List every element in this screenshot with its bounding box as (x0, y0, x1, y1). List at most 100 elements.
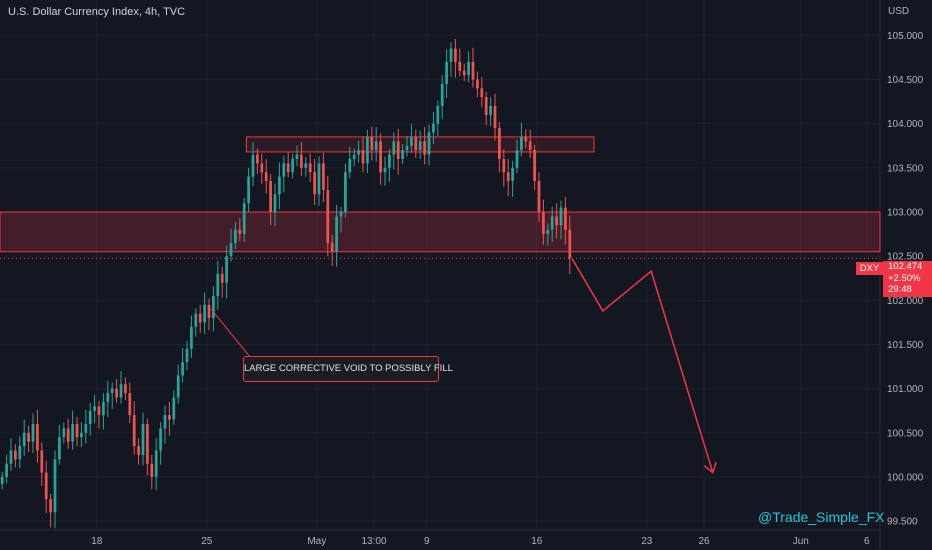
x-tick-label: 25 (201, 536, 213, 547)
candle-body (194, 313, 198, 327)
candle-body (132, 415, 136, 447)
candle-body (36, 424, 39, 451)
candle-body (27, 432, 30, 442)
candle-body (467, 61, 470, 76)
candle-body (203, 304, 206, 323)
candle-body (216, 273, 220, 296)
candle-body (361, 150, 365, 164)
candle-body (128, 393, 132, 416)
candle-body (506, 172, 510, 182)
candle-body (53, 459, 57, 513)
candle-body (502, 159, 506, 173)
candle-body (124, 384, 127, 394)
y-tick-label: 104.500 (887, 75, 924, 86)
candle-body (308, 163, 312, 173)
x-tick-label: 18 (91, 536, 103, 547)
candle-body (84, 424, 88, 433)
candle-body (238, 229, 242, 235)
x-tick-label: Jun (793, 536, 809, 547)
y-tick-label: 102.000 (887, 296, 924, 307)
candle-body (484, 97, 488, 115)
annotation-callout[interactable]: LARGE CORRECTIVE VOID TO POSSIBLY FILL (243, 356, 453, 382)
candle-body (0, 477, 4, 485)
candle-body (537, 181, 541, 212)
candle-body (97, 406, 101, 416)
candle-body (418, 141, 422, 151)
candle-body (374, 141, 378, 151)
x-tick-label: 23 (641, 536, 653, 547)
currency-label: USD (888, 6, 910, 17)
candle-body (564, 207, 567, 230)
x-tick-label: 9 (424, 536, 430, 547)
candle-body (106, 393, 110, 402)
candle-body (454, 48, 457, 62)
candle-body (379, 141, 382, 173)
x-tick-label: 26 (698, 536, 710, 547)
x-tick-label: 13:00 (361, 536, 386, 547)
candle-body (234, 229, 237, 243)
candle-body (119, 384, 123, 398)
candle-body (462, 70, 466, 76)
candle-body (282, 163, 286, 177)
candle-body (207, 304, 211, 318)
candle-body (176, 375, 180, 398)
candle-body (335, 216, 338, 252)
candle-body (5, 463, 8, 477)
candle-body (520, 136, 523, 151)
candle-body (410, 136, 413, 146)
candle-body (542, 212, 545, 235)
candle-body (62, 428, 66, 438)
y-tick-label: 100.500 (887, 428, 924, 439)
candle-body (458, 61, 462, 71)
candle-body (445, 61, 448, 84)
candle-body (141, 424, 145, 455)
candle-body (559, 207, 563, 226)
candle-body (18, 446, 22, 460)
candle-body (286, 163, 290, 173)
candle-body (568, 229, 572, 259)
bar-countdown: 29:48 (888, 284, 912, 295)
last-price-value: 102.474 (888, 261, 923, 272)
candle-body (493, 106, 497, 129)
candle-body (352, 154, 356, 159)
candle-body (524, 136, 528, 142)
candle-body (22, 432, 26, 447)
candle-body (278, 176, 281, 195)
candle-body (212, 295, 215, 318)
candle-body (256, 154, 259, 164)
candle-body (339, 212, 343, 217)
candle-body (159, 428, 162, 451)
x-tick-label: 6 (864, 536, 870, 547)
candle-body (251, 154, 255, 177)
candle-body (102, 401, 105, 416)
candle-body (14, 450, 17, 460)
candle-body (396, 141, 400, 159)
candle-body (528, 141, 532, 151)
candle-body (146, 424, 149, 464)
candle-body (172, 397, 176, 420)
candle-body (440, 83, 444, 106)
candle-body (295, 154, 299, 159)
y-tick-label: 99.500 (887, 517, 918, 528)
candle-body (348, 159, 352, 173)
candle-body (432, 123, 435, 133)
candle-body (550, 216, 554, 230)
candle-body (330, 242, 334, 252)
price-change: +2.50% (888, 272, 921, 284)
candle-body (370, 136, 374, 151)
candle-body (154, 450, 158, 477)
candle-body (533, 150, 536, 182)
projection-arrowhead (703, 461, 717, 474)
author-watermark: @Trade_Simple_FX (758, 509, 885, 525)
candle-body (423, 141, 426, 155)
candle-body (304, 163, 308, 168)
y-tick-label: 103.500 (887, 163, 924, 174)
candle-body (405, 145, 409, 151)
candle-body (269, 181, 272, 212)
candle-body (110, 388, 114, 394)
candle-body (436, 106, 440, 124)
candle-body (181, 362, 184, 376)
